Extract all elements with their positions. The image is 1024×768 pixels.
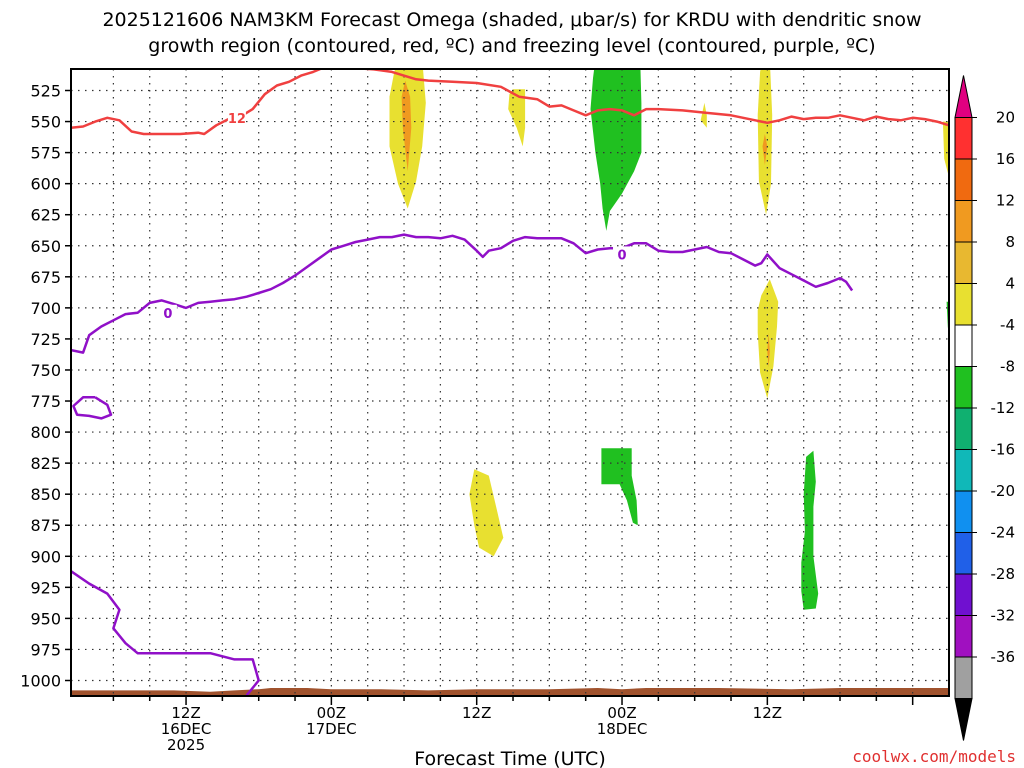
y-tick-label: 575 [30, 144, 61, 163]
omega-region [942, 121, 949, 178]
colorbar-label: -12 [991, 399, 1016, 417]
colorbar-label: -32 [991, 607, 1016, 625]
y-tick-label: 900 [30, 547, 61, 566]
colorbar-swatch [954, 324, 973, 367]
colorbar-label: 4 [1005, 275, 1015, 293]
y-tick-label: 750 [30, 361, 61, 380]
colorbar-label: -36 [991, 648, 1016, 666]
y-tick-label: 875 [30, 516, 61, 535]
omega-region [700, 102, 707, 128]
colorbar-label: -4 [1000, 316, 1015, 334]
colorbar-label: -20 [991, 482, 1016, 500]
contour-labels: 12 0 0 [158, 109, 632, 322]
dgz-contour-label-bg [227, 109, 246, 125]
colorbar-swatch [954, 241, 973, 284]
colorbar-label: -8 [1000, 358, 1015, 376]
x-tick-label: 12Z [753, 704, 782, 722]
x-tick-label: 16DEC [161, 720, 212, 738]
colorbar-swatch [954, 656, 973, 699]
colorbar-swatch [954, 117, 973, 160]
colorbar-label: 8 [1005, 233, 1015, 251]
x-tick-label: 00Z [317, 704, 346, 722]
freezing-contour-label: 0 [617, 248, 626, 263]
omega-region [508, 89, 526, 147]
x-axis-label: Forecast Time (UTC) [414, 748, 605, 768]
omega-region [590, 69, 642, 231]
colorbar-swatch [954, 158, 973, 201]
colorbar-top-arrow [954, 75, 973, 118]
y-tick-label: 1000 [20, 672, 61, 691]
colorbar-bottom-arrow [954, 698, 973, 741]
y-tick-label: 700 [30, 299, 61, 318]
freezing-contour-label-bg [158, 304, 177, 320]
omega-region [757, 279, 779, 399]
contour-layer [71, 69, 949, 696]
chart-title-line1: 2025121606 NAM3KM Forecast Omega (shaded… [102, 9, 921, 31]
colorbar-label: 20 [996, 109, 1015, 127]
freezing-contour-label: 0 [163, 307, 172, 322]
freezing-contour-lower [71, 570, 260, 696]
chart-title-line2: growth region (contoured, red, ºC) and f… [148, 35, 875, 57]
y-tick-label: 725 [30, 330, 61, 349]
colorbar-swatch [954, 615, 973, 658]
y-tick-label: 950 [30, 609, 61, 628]
plot-area [71, 69, 949, 696]
y-tick-label: 850 [30, 485, 61, 504]
omega-region [469, 469, 504, 557]
omega-region [762, 134, 768, 165]
x-tick-label: 00Z [607, 704, 636, 722]
y-tick-label: 650 [30, 237, 61, 256]
y-tick-label: 525 [30, 82, 61, 101]
y-tick-label: 925 [30, 578, 61, 597]
freezing-contour-loop [72, 396, 113, 420]
omega-region [767, 332, 770, 368]
colorbar: 20 16 12 8 4 -4 -8 -12 -16 -20 -24 -28 -32 -36 [954, 75, 1016, 741]
colorbar-swatch [954, 573, 973, 616]
y-tick-label: 825 [30, 454, 61, 473]
omega-region [601, 448, 638, 526]
colorbar-swatch [954, 532, 973, 575]
omega-region [401, 80, 412, 172]
freezing-contour-label-bg [613, 246, 632, 262]
colorbar-swatch [954, 200, 973, 243]
freezing-contour-main [71, 233, 854, 354]
colorbar-swatch [954, 449, 973, 492]
colorbar-label: 12 [996, 192, 1015, 210]
credit-text: coolwx.com/models [852, 747, 1016, 766]
terrain-fill [71, 688, 949, 696]
y-axis-ticks: 525 550 575 600 625 650 675 700 725 750 775 800 825 8… [20, 82, 71, 691]
x-tick-label: 18DEC [597, 720, 648, 738]
plot-frame [70, 68, 950, 697]
colorbar-label: -16 [991, 441, 1016, 459]
colorbar-swatch [954, 407, 973, 450]
x-tick-label: 2025 [167, 736, 205, 754]
colorbar-swatch [954, 283, 973, 326]
colorbar-label: 16 [996, 150, 1015, 168]
y-tick-label: 775 [30, 392, 61, 411]
colorbar-label: -24 [991, 524, 1016, 542]
omega-region [801, 450, 819, 610]
gridlines [71, 69, 949, 696]
colorbar-swatch [954, 490, 973, 533]
terrain-layer [71, 688, 949, 696]
colorbar-label: -28 [991, 565, 1016, 583]
y-tick-label: 675 [30, 268, 61, 287]
y-tick-label: 800 [30, 423, 61, 442]
x-tick-label: 17DEC [306, 720, 357, 738]
x-tick-label: 12Z [171, 704, 200, 722]
x-tick-label: 12Z [462, 704, 491, 722]
dgz-contour-label: 12 [228, 112, 246, 127]
y-tick-label: 625 [30, 206, 61, 225]
colorbar-swatch [954, 366, 973, 409]
y-tick-label: 975 [30, 640, 61, 659]
y-tick-label: 550 [30, 113, 61, 132]
omega-shading-layer [389, 69, 949, 610]
y-tick-label: 600 [30, 175, 61, 194]
dgz-contour [71, 69, 949, 136]
